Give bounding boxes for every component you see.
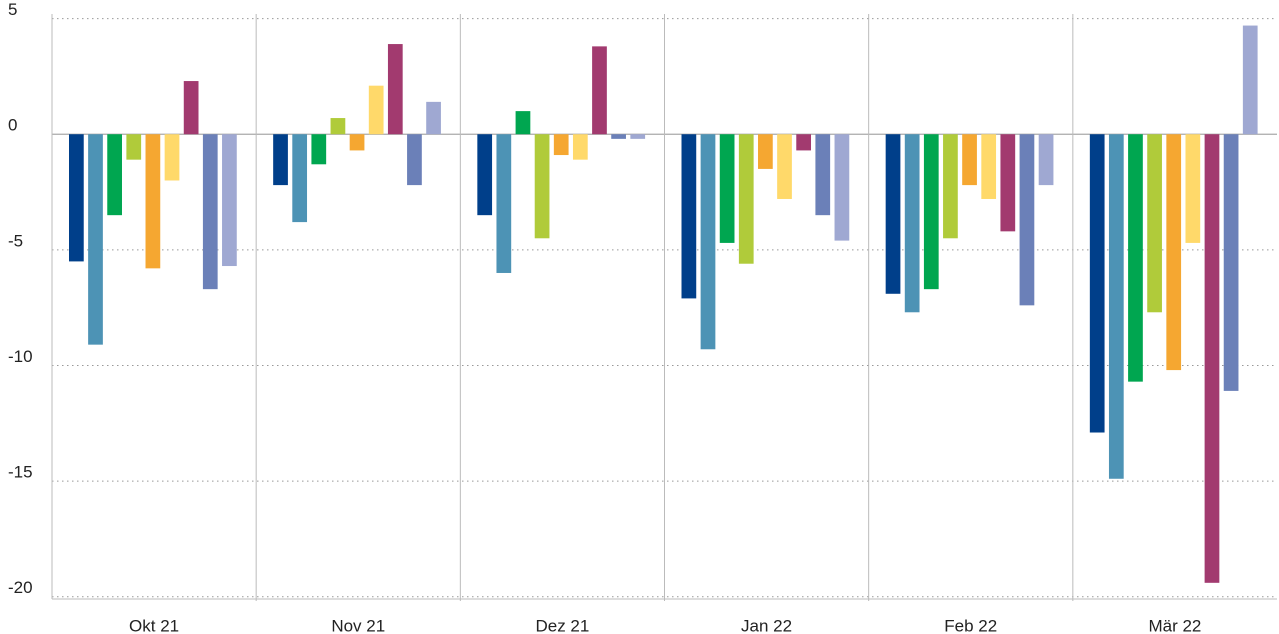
bar (1019, 134, 1035, 306)
bar (222, 134, 237, 267)
bar (885, 134, 901, 294)
y-tick-label: -5 (8, 231, 23, 250)
x-tick-label: Nov 21 (331, 616, 385, 634)
x-tick-label: Jan 22 (741, 616, 792, 634)
bar (330, 118, 346, 135)
bar (553, 134, 569, 156)
y-tick-label: -20 (8, 578, 33, 597)
y-tick-label: -15 (8, 463, 33, 482)
x-tick-label: Okt 21 (129, 616, 179, 634)
bar (1166, 134, 1182, 371)
bar (1204, 134, 1220, 583)
bar (1108, 134, 1124, 479)
bar (962, 134, 977, 186)
y-tick-label: 0 (8, 116, 17, 135)
y-tick-label: 5 (8, 0, 17, 19)
bar (630, 134, 646, 139)
y-tick-label: -10 (8, 347, 33, 366)
bar (126, 134, 142, 160)
bar (1223, 134, 1239, 391)
bar (611, 134, 626, 139)
x-tick-label: Mär 22 (1148, 616, 1201, 634)
bar (145, 134, 161, 269)
bar (387, 44, 403, 135)
bar (496, 134, 512, 273)
bar (592, 46, 607, 135)
bar (1147, 134, 1162, 313)
bar (815, 134, 831, 216)
bar (202, 134, 218, 290)
bar (1128, 134, 1143, 382)
bar (738, 134, 754, 264)
bar (69, 134, 84, 262)
bar (477, 134, 493, 216)
bar (904, 134, 920, 313)
bar (572, 134, 588, 160)
bar (164, 134, 180, 181)
bar (1038, 134, 1054, 186)
bar (534, 134, 550, 239)
bar (719, 134, 735, 243)
bar (426, 101, 441, 135)
bar (368, 85, 384, 135)
bar (796, 134, 812, 151)
bar (758, 134, 773, 169)
bar (183, 81, 199, 135)
bar (407, 134, 422, 186)
bar (1242, 25, 1258, 135)
bar (515, 111, 531, 135)
bar (981, 134, 997, 199)
bar (1185, 134, 1201, 243)
bar (107, 134, 122, 216)
bar (349, 134, 365, 151)
x-tick-label: Feb 22 (944, 616, 997, 634)
bar (923, 134, 939, 290)
x-tick-label: Dez 21 (535, 616, 589, 634)
bar (311, 134, 327, 165)
bar (1000, 134, 1016, 232)
bar (943, 134, 958, 239)
bar (681, 134, 697, 299)
bar (777, 134, 792, 199)
bar (1089, 134, 1105, 433)
bar (88, 134, 103, 345)
bar (273, 134, 288, 186)
bar (700, 134, 716, 350)
bar (292, 134, 308, 223)
bar (834, 134, 850, 241)
